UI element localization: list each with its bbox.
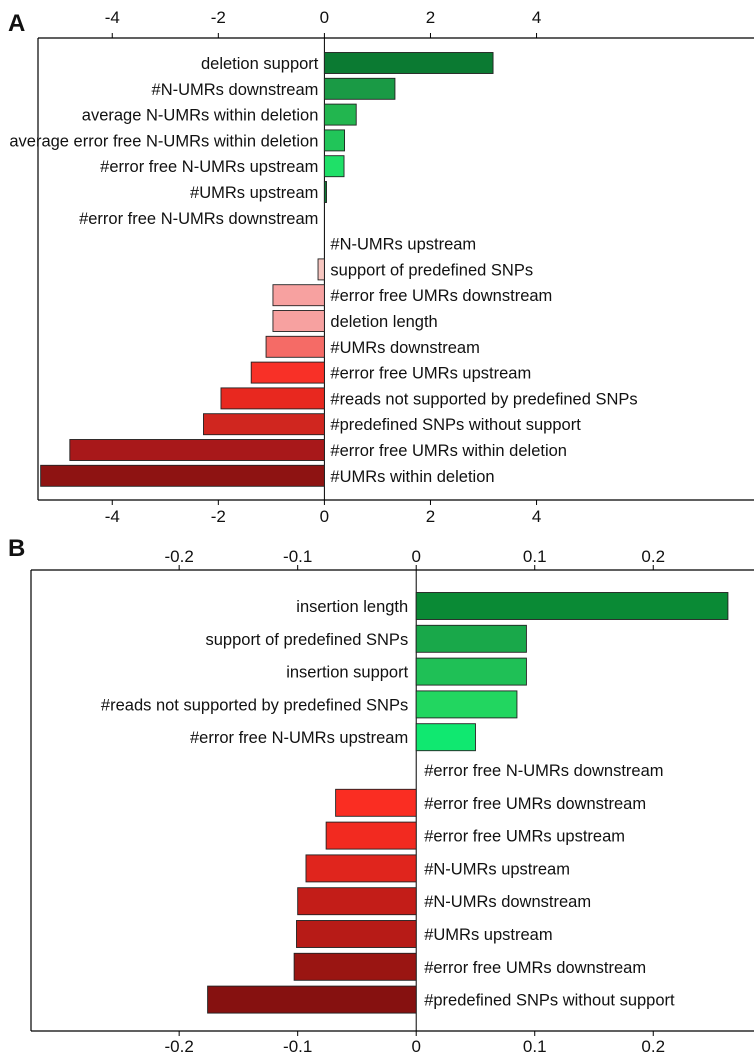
category-label: #reads not supported by predefined SNPs [101, 696, 408, 714]
category-label: #error free UMRs downstream [424, 959, 646, 977]
x-tick-label-top: -0.1 [283, 547, 312, 566]
category-label: #UMRs upstream [190, 184, 318, 202]
panel-b: B -0.2 -0.2 -0.1 -0.1 0 0 0.1 0.1 0.2 0.2 insertio… [8, 535, 754, 1056]
category-label: #UMRs upstream [424, 926, 552, 944]
x-tick-label-bottom: 0.1 [523, 1037, 547, 1056]
bar [272, 284, 325, 307]
category-label: #reads not supported by predefined SNPs [330, 390, 637, 408]
bar [203, 413, 325, 436]
category-label: #error free UMRs upstream [424, 828, 625, 846]
category-label: #UMRs downstream [330, 339, 479, 357]
bar [323, 77, 396, 100]
category-label: #error free UMRs within deletion [330, 442, 567, 460]
bar [323, 129, 346, 152]
x-tick-label-bottom: -2 [211, 507, 226, 526]
category-label: #N-UMRs downstream [424, 893, 591, 911]
x-tick-label-bottom: -0.2 [165, 1037, 194, 1056]
x-tick-label-bottom: -0.1 [283, 1037, 312, 1056]
x-tick-label-top: 0.2 [641, 547, 665, 566]
category-label: support of predefined SNPs [205, 631, 408, 649]
category-label: #error free UMRs downstream [424, 795, 646, 813]
bar [296, 920, 417, 948]
x-tick-label-bottom: -4 [105, 507, 120, 526]
x-tick-label-bottom: 0 [411, 1037, 420, 1056]
category-label: #error free N-UMRs downstream [79, 210, 318, 228]
category-label: #N-UMRs upstream [330, 236, 476, 254]
category-label: insertion support [286, 664, 408, 682]
x-tick-label-top: -4 [105, 8, 120, 27]
bar [265, 335, 325, 358]
panel-b-letter: B [8, 535, 25, 562]
bar [40, 464, 325, 487]
category-label: #N-UMRs upstream [424, 860, 570, 878]
category-label: #predefined SNPs without support [330, 416, 581, 434]
bar [220, 387, 325, 410]
x-tick-label-top: 2 [426, 8, 435, 27]
category-label: deletion support [201, 55, 319, 73]
x-tick-label-bottom: 2 [426, 507, 435, 526]
category-label: deletion length [330, 313, 437, 331]
bar [415, 723, 476, 752]
category-label: #error free N-UMRs upstream [190, 729, 408, 747]
category-label: support of predefined SNPs [330, 261, 533, 279]
category-label: #error free UMRs upstream [330, 365, 531, 383]
bar [415, 592, 729, 620]
bar [323, 52, 494, 74]
x-tick-label-top: 0 [411, 547, 420, 566]
bar [207, 985, 417, 1014]
x-tick-label-top: 0 [320, 8, 329, 27]
category-label: #UMRs within deletion [330, 468, 494, 486]
bar [323, 103, 357, 126]
x-tick-label-top: 4 [532, 8, 541, 27]
bar [293, 952, 417, 981]
bar [305, 854, 417, 883]
category-label: #error free N-UMRs downstream [424, 762, 663, 780]
x-tick-label-top: -0.2 [165, 547, 194, 566]
bar [297, 887, 417, 916]
bar [317, 258, 325, 281]
x-tick-label-bottom: 0 [320, 507, 329, 526]
x-tick-label-bottom: 4 [532, 507, 541, 526]
category-label: average N-UMRs within deletion [82, 107, 319, 125]
panel-a: A -4 -4 -2 -2 0 0 2 2 4 4 deletion support #N-UMRs … [8, 8, 754, 526]
bar [323, 181, 327, 203]
bar [69, 439, 325, 461]
category-label: #predefined SNPs without support [424, 992, 675, 1010]
bar [323, 155, 345, 178]
bar [250, 361, 325, 384]
x-tick-label-top: 0.1 [523, 547, 547, 566]
bar [415, 690, 518, 719]
category-label: #error free N-UMRs upstream [100, 158, 318, 176]
bar [272, 310, 325, 332]
category-label: #error free UMRs downstream [330, 287, 552, 305]
bar [335, 788, 417, 817]
x-tick-label-top: -2 [211, 8, 226, 27]
category-label: #N-UMRs downstream [152, 81, 319, 99]
category-label: average error free N-UMRs within deletio… [9, 132, 318, 150]
bar [415, 657, 527, 686]
panel-a-letter: A [8, 10, 25, 37]
category-label: insertion length [296, 598, 408, 616]
bar [325, 821, 417, 850]
bar [415, 624, 527, 653]
x-tick-label-bottom: 0.2 [641, 1037, 665, 1056]
